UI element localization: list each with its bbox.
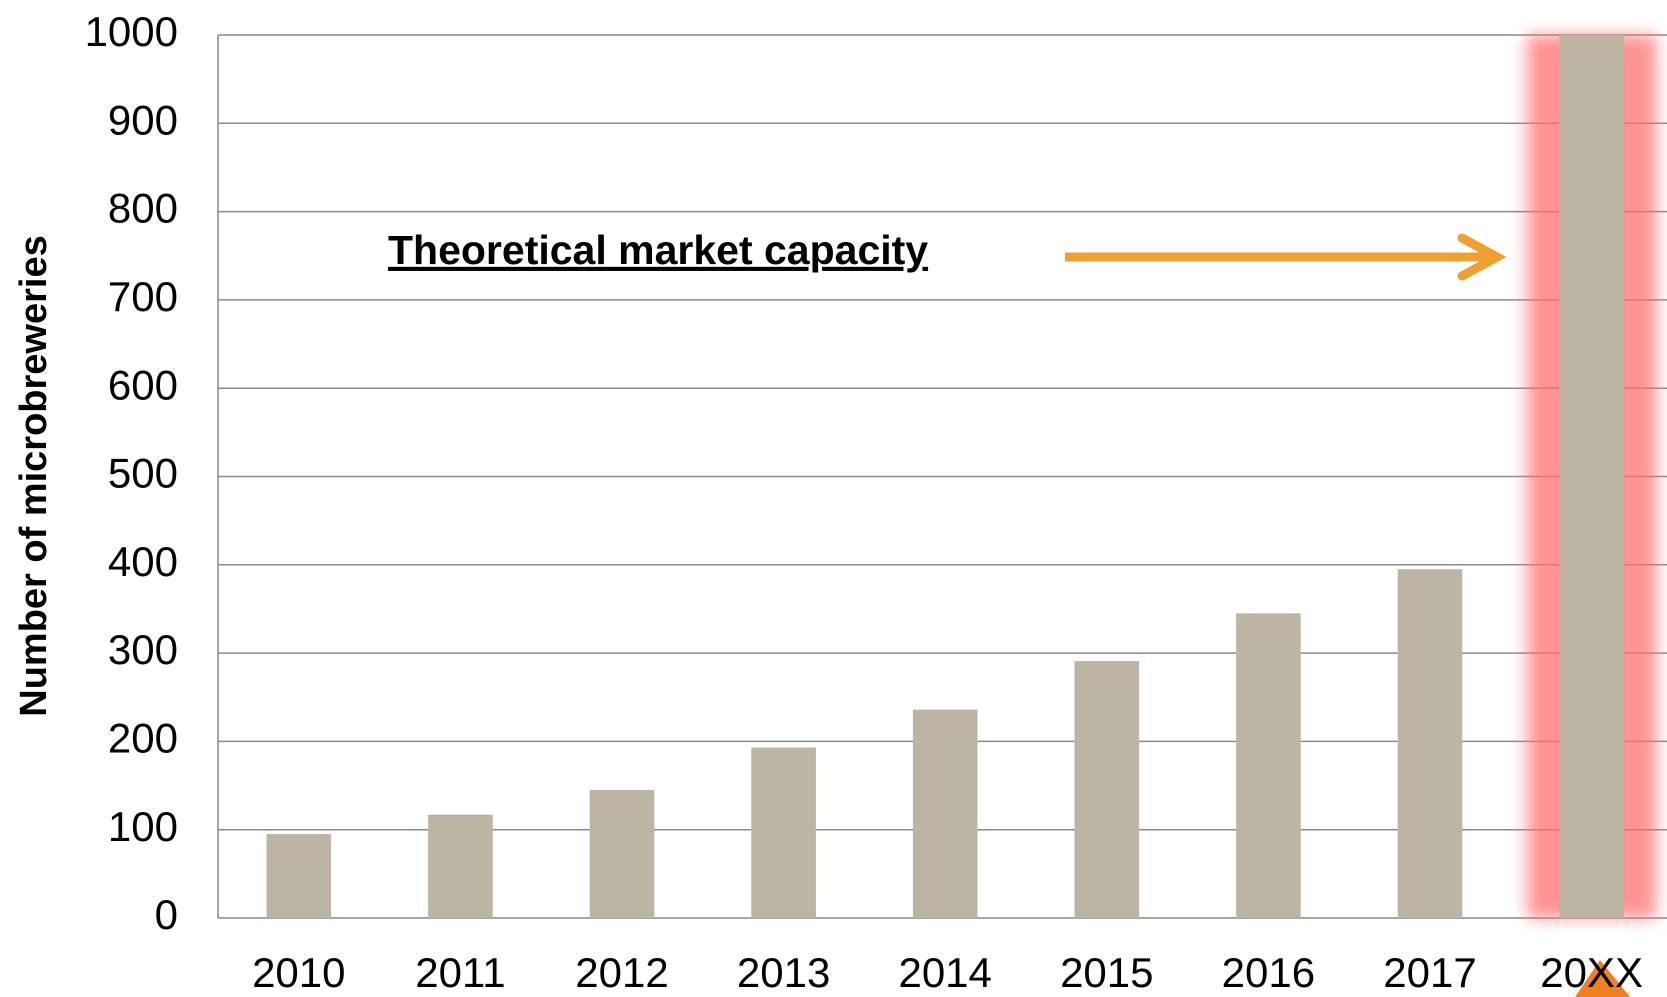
annotation-arrow bbox=[1065, 233, 1507, 281]
y-tick-label: 900 bbox=[108, 96, 178, 143]
x-tick-label: 2012 bbox=[575, 949, 668, 996]
x-tick-label: 2011 bbox=[415, 949, 505, 996]
bar bbox=[912, 709, 978, 918]
x-tick-label: 2016 bbox=[1222, 949, 1315, 996]
y-tick-label: 0 bbox=[155, 891, 178, 938]
x-tick-label: 2013 bbox=[737, 949, 830, 996]
y-tick-label: 400 bbox=[108, 538, 178, 585]
x-tick-label: 2014 bbox=[898, 949, 991, 996]
y-tick-label: 500 bbox=[108, 450, 178, 497]
bar bbox=[751, 747, 816, 918]
y-tick-label: 100 bbox=[108, 803, 178, 850]
x-tick-label: 2015 bbox=[1060, 949, 1153, 996]
decoration bbox=[1575, 960, 1630, 997]
bar bbox=[1236, 613, 1301, 918]
bar bbox=[1074, 661, 1140, 918]
x-tick-label: 20XX bbox=[1540, 949, 1643, 996]
y-tick-label: 1000 bbox=[85, 8, 178, 55]
bar bbox=[1559, 35, 1624, 918]
y-tick-label: 600 bbox=[108, 361, 178, 408]
x-tick-label: 2010 bbox=[252, 949, 345, 996]
bar bbox=[428, 814, 493, 918]
y-axis-label: Number of microbreweries bbox=[13, 235, 55, 716]
annotation: Theoretical market capacity bbox=[388, 227, 928, 273]
y-tick-label: 200 bbox=[108, 714, 178, 761]
y-tick-label: 800 bbox=[108, 185, 178, 232]
bar bbox=[1397, 569, 1463, 918]
x-tick-label: 2017 bbox=[1383, 949, 1476, 996]
bar bbox=[266, 834, 332, 918]
y-tick-label: 300 bbox=[108, 626, 178, 673]
y-tick-label: 700 bbox=[108, 273, 178, 320]
bar bbox=[589, 789, 655, 918]
